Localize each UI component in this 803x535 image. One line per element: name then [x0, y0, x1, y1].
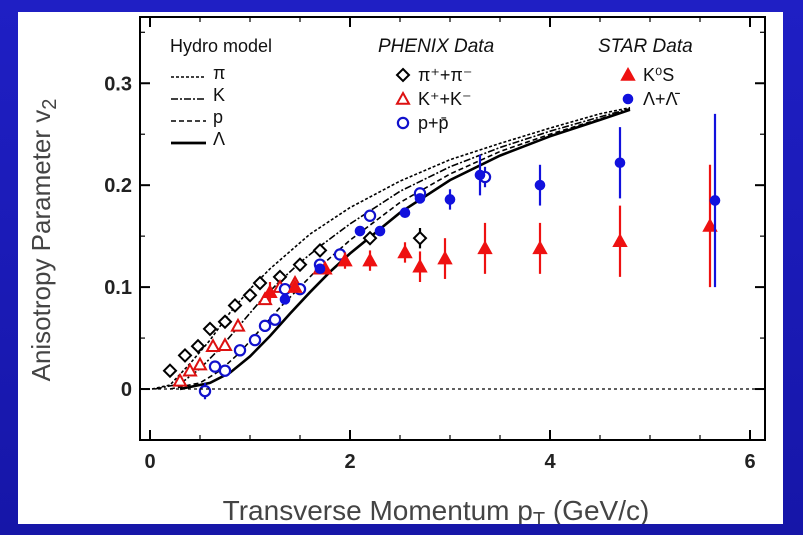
- data-point: [437, 250, 453, 265]
- x-axis-title-unit-space: [545, 495, 553, 524]
- y-tick-label: 0: [121, 379, 132, 401]
- data-point: [477, 240, 493, 255]
- data-point: [268, 313, 282, 326]
- x-tick-label: 2: [344, 451, 355, 473]
- data-point: [230, 317, 246, 332]
- legend-marker: [396, 116, 410, 130]
- data-point: [312, 242, 328, 258]
- hydro-curve: [151, 106, 631, 390]
- y-tick-label: 0.3: [104, 73, 132, 95]
- data-point: [534, 179, 546, 191]
- legend-title-phenix: PHENIX Data: [378, 36, 494, 57]
- data-point: [337, 252, 353, 267]
- data-point: [532, 240, 548, 255]
- x-axis-title: Transverse Momentum pT (GeV/c): [223, 495, 650, 524]
- data-point: [314, 263, 326, 275]
- y-tick-label: 0.2: [104, 175, 132, 197]
- x-tick-label: 6: [744, 451, 755, 473]
- data-point: [242, 287, 258, 303]
- y-axis-title-sub: 2: [39, 99, 61, 110]
- data-point: [412, 258, 428, 273]
- data-point: [217, 314, 233, 330]
- legend-label: π: [213, 63, 225, 83]
- data-point: [190, 338, 206, 354]
- data-point: [198, 384, 212, 398]
- legend-marker: [620, 66, 636, 81]
- data-point: [208, 360, 222, 373]
- data-point: [612, 233, 628, 248]
- data-point: [217, 337, 233, 352]
- y-axis-title: Anisotropy Parameter v2: [26, 99, 61, 382]
- data-point: [257, 291, 273, 306]
- data-point: [374, 225, 386, 237]
- data-point: [399, 207, 411, 219]
- plot-frame: [139, 16, 766, 441]
- data-point: [177, 347, 193, 363]
- data-point: [397, 244, 413, 259]
- x-tick-label: 4: [544, 451, 556, 473]
- legend-label: K⁺+K⁻: [418, 89, 472, 109]
- data-point: [614, 157, 626, 169]
- data-point: [205, 338, 221, 353]
- legend-marker: [395, 67, 411, 83]
- legend-marker: [622, 93, 634, 105]
- axes-layer: 0 2 4 6 0 0.1 0.2 0.3: [104, 16, 766, 473]
- data-point: [444, 194, 456, 205]
- data-point: [252, 275, 268, 291]
- data-point: [162, 363, 178, 379]
- legend-marker: [395, 90, 411, 105]
- legend-label: K⁰S: [643, 65, 674, 85]
- data-point: [363, 209, 377, 222]
- data-point: [709, 195, 721, 206]
- data-point: [354, 225, 366, 237]
- data-point: [172, 372, 188, 387]
- legend-label: Λ: [213, 129, 225, 149]
- data-points-layer: [162, 113, 721, 400]
- y-axis-title-main: Anisotropy Parameter v: [26, 110, 56, 382]
- legend-label: p: [213, 107, 223, 127]
- data-point: [362, 230, 378, 246]
- data-point: [248, 333, 262, 347]
- data-point: [474, 169, 486, 181]
- x-tick-label: 0: [144, 451, 155, 473]
- data-point: [412, 230, 428, 246]
- legend-title-hydro: Hydro model: [170, 36, 272, 56]
- data-point: [292, 257, 308, 273]
- data-point: [287, 279, 303, 293]
- data-point: [227, 298, 243, 313]
- data-point: [218, 364, 232, 377]
- data-point: [262, 284, 278, 299]
- hydro-curve: [169, 109, 631, 390]
- x-axis-title-unit: (GeV/c): [553, 495, 649, 524]
- data-point: [202, 321, 218, 337]
- data-point: [192, 356, 208, 371]
- x-axis-title-sub: T: [533, 509, 545, 524]
- data-point: [233, 344, 247, 357]
- legend-label: Λ+Λ̄: [643, 89, 681, 109]
- hydro-curve: [154, 107, 631, 390]
- legend-label: π⁺+π⁻: [418, 65, 472, 85]
- legend-label: K: [213, 85, 225, 105]
- x-axis-title-main: Transverse Momentum p: [223, 495, 533, 524]
- data-point: [258, 319, 272, 333]
- data-point: [702, 217, 718, 232]
- y-tick-label: 0.1: [104, 277, 132, 299]
- data-point: [362, 252, 378, 267]
- data-point: [414, 193, 426, 204]
- legend-title-star: STAR Data: [598, 36, 693, 57]
- legend-label: p+p̄: [418, 113, 449, 133]
- data-point: [279, 294, 291, 305]
